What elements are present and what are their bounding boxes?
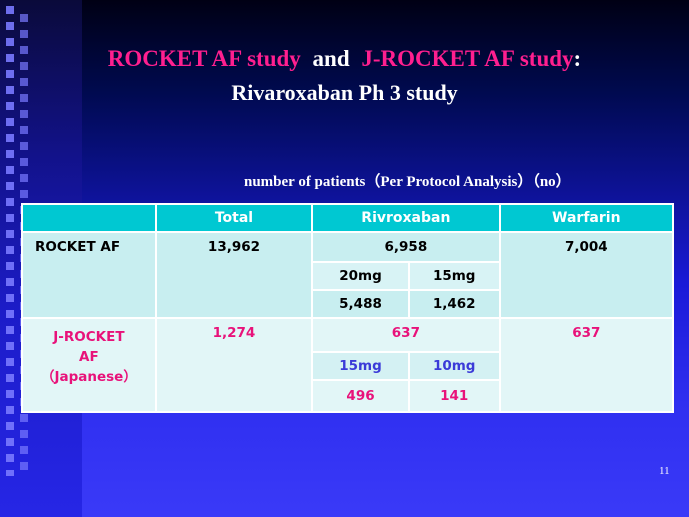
header-rivaroxaban: Rivroxaban <box>311 203 501 233</box>
rocket-dose1-value: 5,488 <box>311 289 410 319</box>
title-jrocket: J-ROCKET AF study <box>361 46 574 71</box>
header-empty <box>21 203 157 233</box>
table-row-jrocket-dose-values: 496 141 <box>22 379 673 413</box>
title-colon: : <box>573 46 582 71</box>
slide-subtitle-title: Rivaroxaban Ph 3 study <box>231 80 458 105</box>
patients-table: Total Rivroxaban Warfarin ROCKET AF 13,9… <box>21 203 675 413</box>
table-row-jrocket-doses: 15mg 10mg <box>22 351 673 381</box>
table-caption: number of patients（Per Protocol Analysis… <box>244 174 571 190</box>
jrocket-label-line3: （Japanese） <box>40 369 137 385</box>
title-rocket: ROCKET AF study <box>107 46 301 71</box>
jrocket-dose1-label: 15mg <box>311 351 410 381</box>
jrocket-dose2-value: 141 <box>407 379 501 413</box>
header-total: Total <box>154 203 314 233</box>
jrocket-label-line1: J-ROCKET <box>53 329 125 345</box>
jrocket-label: J-ROCKET AF （Japanese） <box>21 317 157 413</box>
table-row-rocket-dose-values: 5,488 1,462 <box>22 289 673 319</box>
header-warfarin: Warfarin <box>498 203 675 233</box>
rocket-dose1-label: 20mg <box>311 261 410 291</box>
jrocket-total: 1,274 <box>154 317 314 413</box>
title-and: and <box>312 46 350 71</box>
jrocket-dose2-label: 10mg <box>407 351 501 381</box>
rocket-rivaroxaban: 6,958 <box>311 231 501 263</box>
rocket-warfarin: 7,004 <box>498 231 675 319</box>
slide-title: ROCKET AF study and J-ROCKET AF study: <box>0 46 689 72</box>
rocket-label: ROCKET AF <box>21 231 157 319</box>
jrocket-warfarin: 637 <box>498 317 675 413</box>
jrocket-label-line2: AF <box>79 349 99 365</box>
decorative-squares <box>6 6 14 476</box>
table-header-row: Total Rivroxaban Warfarin <box>21 203 675 233</box>
table-row-rocket-doses: 20mg 15mg <box>22 261 673 291</box>
rocket-dose2-label: 15mg <box>407 261 501 291</box>
rocket-dose2-value: 1,462 <box>407 289 501 319</box>
jrocket-dose1-value: 496 <box>311 379 410 413</box>
rocket-total: 13,962 <box>154 231 314 319</box>
table-row-rocket: ROCKET AF 13,962 6,958 7,004 <box>21 231 675 319</box>
jrocket-rivaroxaban: 637 <box>311 317 501 353</box>
table-row-jrocket: J-ROCKET AF （Japanese） 1,274 637 637 <box>21 317 675 413</box>
page-number: 11 <box>659 465 670 477</box>
